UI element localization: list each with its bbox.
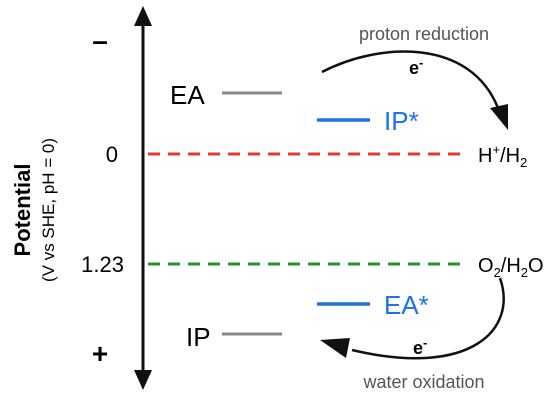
axis-arrow-top xyxy=(134,6,152,26)
h-line-label: H+/H2 xyxy=(478,142,527,170)
tick-label-1.23: 1.23 xyxy=(81,252,124,277)
axis-bottom-sign: + xyxy=(92,338,108,369)
oxidation-arrow xyxy=(351,277,505,360)
axis-title: Potential xyxy=(10,164,35,257)
ea-star-label: EA* xyxy=(384,290,429,320)
axis-arrow-bottom xyxy=(134,370,152,390)
tick-label-0: 0 xyxy=(106,142,118,167)
reduction-label: proton reduction xyxy=(359,24,489,44)
ip-star-label: IP* xyxy=(384,106,419,136)
ea-label: EA xyxy=(170,80,205,110)
reduction-electron: e- xyxy=(409,55,423,78)
axis-subtitle: (V vs SHE, pH = 0) xyxy=(39,138,58,282)
reduction-arrow xyxy=(321,50,500,109)
axis-top-sign: – xyxy=(92,25,108,56)
oxidation-arrowhead xyxy=(320,338,350,358)
oxidation-label: water oxidation xyxy=(362,372,484,392)
o-line-label: O2/H2O xyxy=(478,255,544,280)
reduction-arrowhead xyxy=(490,104,508,130)
ip-label: IP xyxy=(186,322,211,352)
oxidation-electron: e- xyxy=(413,335,427,358)
